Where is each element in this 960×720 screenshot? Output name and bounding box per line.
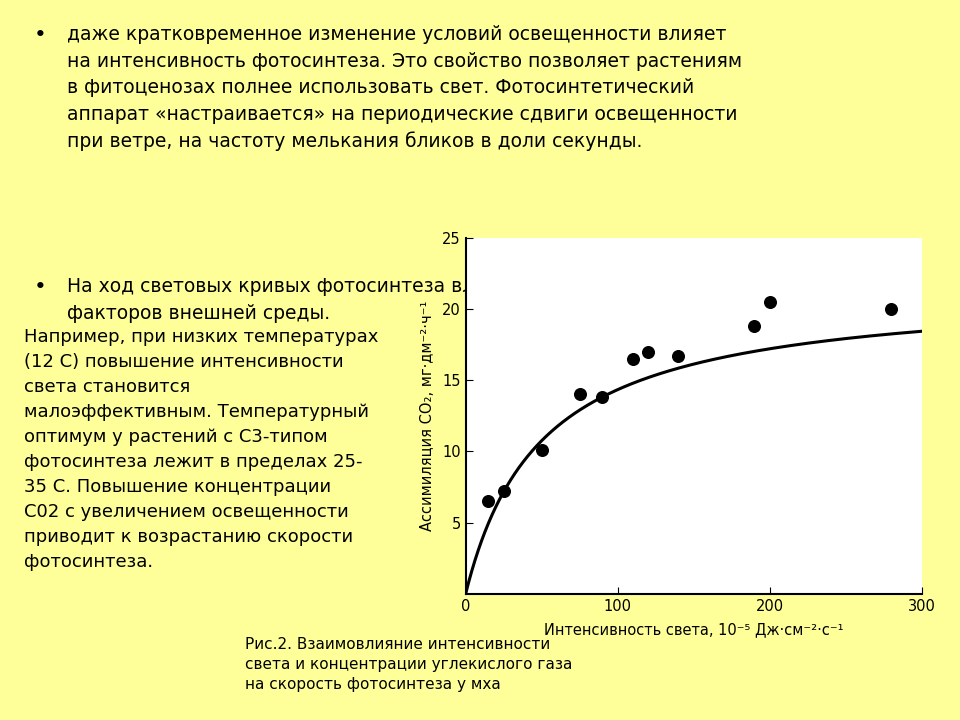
X-axis label: Интенсивность света, 10⁻⁵ Дж·см⁻²·с⁻¹: Интенсивность света, 10⁻⁵ Дж·см⁻²·с⁻¹: [544, 622, 843, 637]
Point: [671, 350, 686, 361]
Y-axis label: Ассимиляция СО₂, мг·дм⁻²·ч⁻¹: Ассимиляция СО₂, мг·дм⁻²·ч⁻¹: [420, 301, 435, 531]
Point: [572, 389, 588, 400]
Text: Рис.2. Взаимовлияние интенсивности
света и концентрации углекислого газа
на скор: Рис.2. Взаимовлияние интенсивности света…: [245, 637, 572, 692]
Point: [747, 320, 762, 332]
Point: [640, 346, 656, 357]
Point: [496, 485, 512, 497]
Point: [883, 303, 899, 315]
Point: [762, 296, 778, 307]
Text: •: •: [34, 25, 46, 45]
Point: [594, 392, 611, 403]
Text: Например, при низких температурах
(12 С) повышение интенсивности
света становитс: Например, при низких температурах (12 С)…: [24, 328, 378, 570]
Text: На ход световых кривых фотосинтеза влияют изменения других
факторов внешней сред: На ход световых кривых фотосинтеза влияю…: [67, 277, 714, 323]
Point: [481, 495, 496, 507]
Point: [625, 353, 640, 364]
Point: [534, 444, 549, 456]
Text: •: •: [34, 277, 46, 297]
Text: даже кратковременное изменение условий освещенности влияет
на интенсивность фото: даже кратковременное изменение условий о…: [67, 25, 742, 151]
